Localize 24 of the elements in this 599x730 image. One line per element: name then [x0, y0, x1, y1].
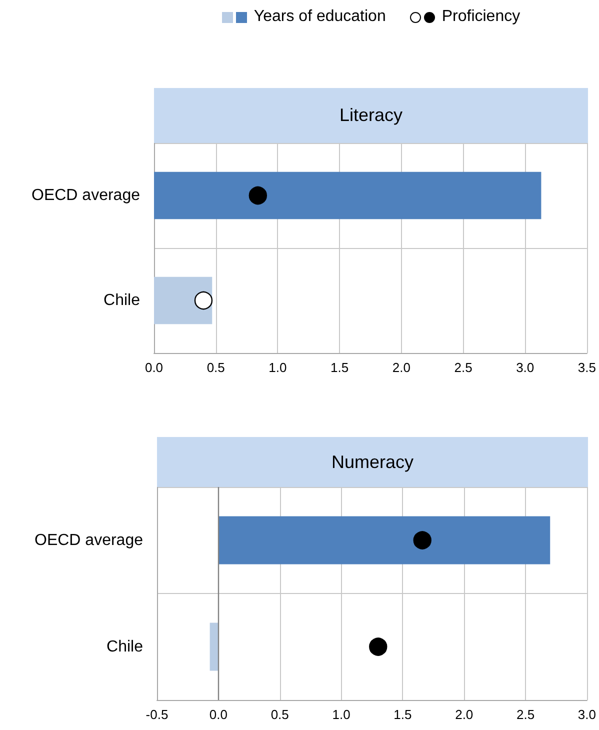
- x-tick-label: -0.5: [146, 707, 168, 722]
- y-tick-label: OECD average: [32, 187, 140, 204]
- x-tick-label: 3.5: [578, 360, 596, 375]
- x-tick-label: 3.0: [578, 707, 596, 722]
- x-tick-label: 0.5: [206, 360, 225, 375]
- y-tick-label: Chile: [106, 638, 144, 656]
- x-tick-label: 2.5: [516, 707, 535, 722]
- legend-label: Years of education: [254, 8, 386, 26]
- x-tick-label: 0.0: [144, 360, 164, 375]
- chart-title: Numeracy: [157, 437, 588, 488]
- chart-title: Literacy: [154, 88, 588, 144]
- x-tick-label: 2.0: [392, 360, 410, 375]
- x-tick-label: 2.5: [454, 360, 472, 375]
- legend-label: Proficiency: [442, 8, 520, 26]
- y-tick-label: Chile: [104, 292, 140, 309]
- x-tick-label: 1.0: [332, 707, 350, 722]
- y-tick-label: OECD average: [34, 532, 144, 549]
- x-tick-label: 0.0: [209, 707, 228, 722]
- x-tick-label: 1.0: [268, 360, 287, 375]
- x-tick-label: 2.0: [455, 707, 474, 722]
- x-tick-label: 0.5: [270, 707, 289, 722]
- x-tick-label: 3.0: [516, 360, 534, 375]
- x-tick-label: 1.5: [394, 707, 412, 722]
- x-tick-label: 1.5: [330, 360, 349, 375]
